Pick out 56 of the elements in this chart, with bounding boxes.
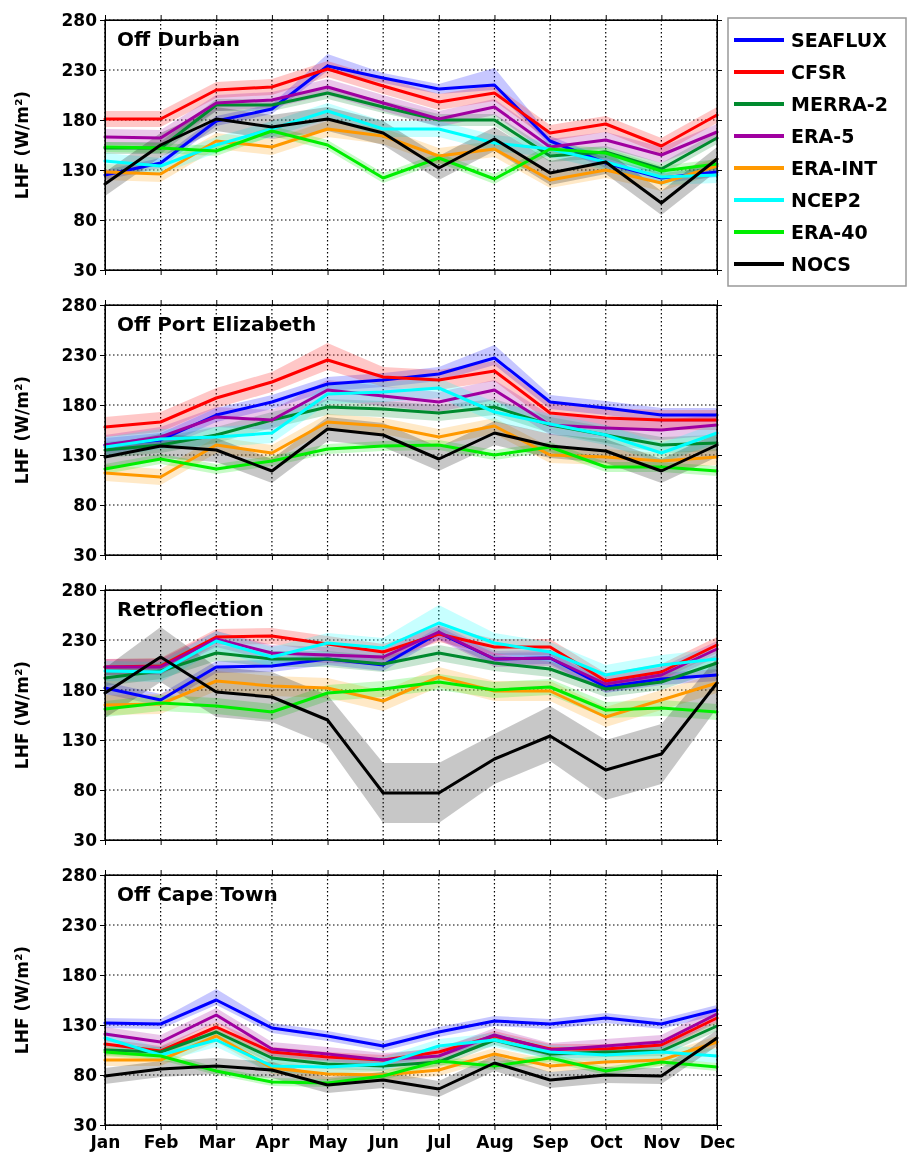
line-series	[103, 651, 719, 691]
y-tick-label: 230	[61, 914, 98, 935]
legend-label: CFSR	[791, 61, 847, 83]
x-tick-label: Jul	[426, 1132, 452, 1153]
x-tick-label: May	[308, 1132, 348, 1153]
y-tick-label: 280	[61, 294, 98, 315]
x-tick-label: Mar	[198, 1132, 236, 1153]
y-tick-label: 280	[61, 9, 98, 30]
y-tick-label: 30	[73, 1114, 98, 1135]
y-tick-label: 30	[73, 259, 98, 280]
legend-label: ERA-40	[791, 221, 868, 243]
y-tick-label: 280	[61, 579, 98, 600]
y-tick-label: 130	[61, 1014, 98, 1035]
chart-title: Off Port Elizabeth	[117, 312, 317, 336]
line-series	[103, 621, 719, 677]
y-tick-label: 130	[61, 444, 98, 465]
legend-label: NOCS	[791, 253, 852, 275]
legend-label: SEAFLUX	[791, 29, 888, 51]
x-tick-label: Dec	[699, 1132, 736, 1153]
y-tick-label: 280	[61, 864, 98, 885]
chart-title: Retroflection	[117, 597, 264, 621]
y-tick-label: 30	[73, 544, 98, 565]
y-tick-label: 180	[61, 679, 98, 700]
y-tick-label: 130	[61, 159, 98, 180]
x-tick-label: Feb	[143, 1132, 179, 1153]
y-axis-title: LHF (W/m²)	[12, 90, 32, 200]
x-tick-label: Jun	[367, 1132, 399, 1153]
y-axis-title: LHF (W/m²)	[12, 375, 32, 485]
y-tick-label: 230	[61, 344, 98, 365]
y-axis-title: LHF (W/m²)	[12, 660, 32, 770]
line-series	[103, 358, 719, 429]
y-tick-label: 230	[61, 59, 98, 80]
legend-label: MERRA-2	[791, 93, 888, 115]
x-tick-label: Apr	[255, 1132, 290, 1153]
y-tick-label: 180	[61, 109, 98, 130]
y-tick-label: 80	[73, 779, 98, 800]
y-tick-label: 80	[73, 1064, 98, 1085]
y-tick-label: 230	[61, 629, 98, 650]
legend-label: NCEP2	[791, 189, 861, 211]
y-tick-label: 80	[73, 209, 98, 230]
y-tick-label: 30	[73, 829, 98, 850]
legend-label: ERA-INT	[791, 157, 878, 179]
chart-title: Off Durban	[117, 27, 240, 51]
chart-title: Off Cape Town	[117, 882, 278, 906]
x-tick-label: Nov	[643, 1132, 681, 1153]
x-tick-label: Sep	[532, 1132, 569, 1153]
y-tick-label: 80	[73, 494, 98, 515]
x-tick-label: Jan	[89, 1132, 121, 1153]
x-tick-label: Aug	[476, 1132, 514, 1153]
y-tick-label: 130	[61, 729, 98, 750]
y-tick-label: 180	[61, 964, 98, 985]
y-axis-title: LHF (W/m²)	[12, 945, 32, 1055]
x-tick-label: Oct	[589, 1132, 623, 1153]
line-series	[103, 998, 719, 1048]
legend-label: ERA-5	[791, 125, 855, 147]
y-tick-label: 180	[61, 394, 98, 415]
